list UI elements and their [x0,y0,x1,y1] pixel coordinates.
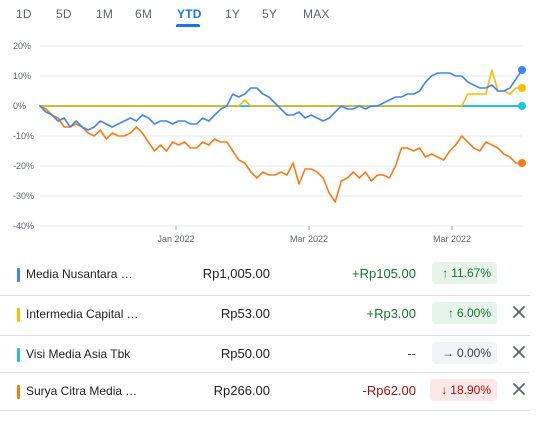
stock-name: Media Nusantara Citra [26,267,140,281]
tab-1d[interactable]: 1D [16,7,32,21]
series-color-swatch [17,308,20,322]
stock-row-visi-media[interactable]: Visi Media Asia Tbk Rp50.00 -- → 0.00% [0,338,547,377]
percent-change-value: 11.67% [451,266,491,280]
stock-name: Intermedia Capital Tbk [26,307,140,321]
percent-change-badge: ↑ 6.00% [432,302,497,324]
x-tick-label: Mar 2022 [290,234,328,244]
row-divider [0,335,530,336]
percent-change-value: 6.00% [456,306,491,320]
percent-change-badge: → 0.00% [432,342,497,364]
stock-price: Rp266.00 [213,383,270,398]
comparison-chart: 20% 10% 0% -10% -20% -30% -40% Jan 2022 Mar 2022… [13,41,526,244]
series-line-media-nusantara [39,69,523,131]
series-color-swatch [17,385,20,399]
percent-change-badge: ↑ 11.67% [432,262,497,284]
y-tick-label: -30% [13,191,34,201]
tab-5d[interactable]: 5D [56,7,72,21]
series-endpoint-intermedia-capital [518,84,526,92]
arrow-up-icon: ↑ [442,266,449,280]
series-endpoint-media-nusantara [518,66,526,74]
series-color-swatch [17,268,20,282]
stock-name: Visi Media Asia Tbk [26,347,131,361]
tab-1y[interactable]: 1Y [225,7,241,21]
stock-price: Rp50.00 [220,346,270,361]
close-icon[interactable] [510,343,528,361]
x-tick-label: Jan 2022 [157,234,194,244]
percent-change-badge: ↓ 18.90% [430,379,497,401]
range-tabs: 1D 5D 1M 6M YTD 1Y 5Y MAX [0,0,547,30]
tab-ytd[interactable]: YTD [177,7,202,21]
tab-1m[interactable]: 1M [96,7,114,21]
y-tick-label: 20% [13,41,31,51]
percent-change-value: 0.00% [456,346,491,360]
arrow-down-icon: ↓ [441,383,448,397]
series-endpoint-surya-citra [518,159,526,167]
row-divider [0,372,530,373]
stock-change: +Rp105.00 [352,266,416,281]
stock-change: -Rp62.00 [362,383,416,398]
percent-change-value: 18.90% [450,383,491,397]
stock-row-media-nusantara[interactable]: Media Nusantara Citra Rp1,005.00 +Rp105.… [0,258,547,297]
row-divider [0,410,530,411]
y-tick-label: -10% [13,131,34,141]
y-tick-label: 0% [13,101,26,111]
stock-price: Rp1,005.00 [202,266,270,281]
series-color-swatch [17,348,20,362]
tab-max[interactable]: MAX [303,7,330,21]
row-divider [0,295,530,296]
y-tick-label: 10% [13,71,31,81]
x-tick-label: Mar 2022 [433,234,471,244]
close-icon[interactable] [510,303,528,321]
stock-change: +Rp3.00 [366,306,416,321]
active-tab-indicator [176,24,200,27]
stock-row-intermedia-capital[interactable]: Intermedia Capital Tbk Rp53.00 +Rp3.00 ↑… [0,298,547,337]
arrow-up-icon: ↑ [447,306,454,320]
stock-name: Surya Citra Media Tbk [26,384,140,398]
y-tick-label: -20% [13,161,34,171]
series-line-surya-citra [39,105,523,203]
tab-5y[interactable]: 5Y [262,7,278,21]
arrow-right-icon: → [441,346,454,360]
y-tick-label: -40% [13,221,34,231]
stock-row-surya-citra[interactable]: Surya Citra Media Tbk Rp266.00 -Rp62.00 … [0,375,547,414]
stock-price: Rp53.00 [220,306,270,321]
tab-6m[interactable]: 6M [135,7,153,21]
stock-change: -- [407,346,416,361]
close-icon[interactable] [510,380,528,398]
series-line-intermedia-capital [39,69,523,107]
series-endpoint-visi-media [518,102,526,110]
